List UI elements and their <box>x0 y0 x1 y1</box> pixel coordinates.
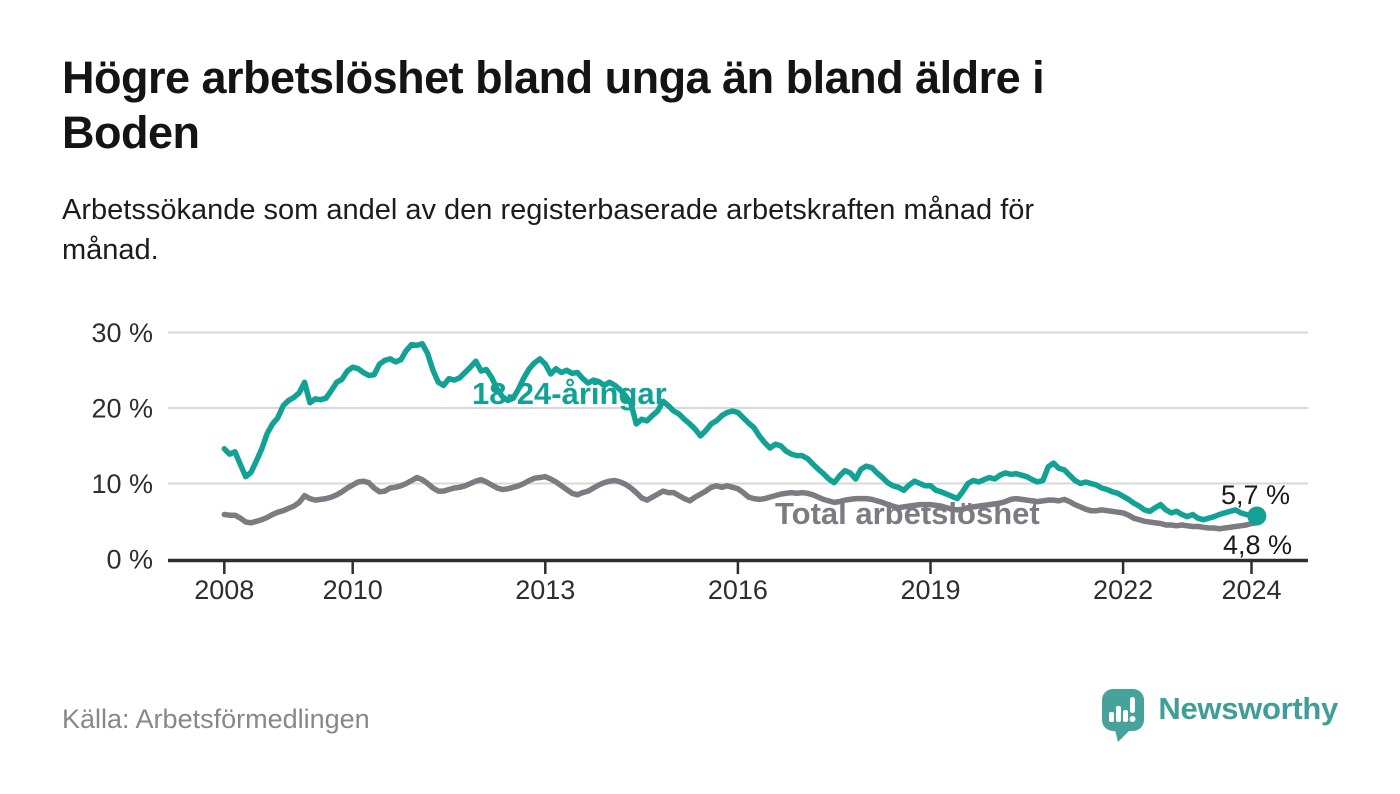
page-subtitle: Arbetssökande som andel av den registerb… <box>62 194 1035 266</box>
x-tick-label-2016: 2016 <box>708 575 768 605</box>
label-layer: 18-24-åringar Total arbetslöshet 5,7 % 4… <box>472 376 1292 560</box>
logo-exclamation-dot <box>1129 716 1136 722</box>
logo-bar-tall <box>1116 706 1122 722</box>
series-layer <box>221 341 1267 532</box>
x-tick-label-2013: 2013 <box>515 575 575 605</box>
source-note: Källa: Arbetsförmedlingen <box>62 704 370 734</box>
y-tick-label: 30 % <box>91 318 153 348</box>
series-label-total: Total arbetslöshet <box>775 496 1040 531</box>
x-tick-label-2008: 2008 <box>194 575 254 605</box>
series-line-youth <box>221 341 1260 523</box>
page-title: Högre arbetslöshet bland unga än bland ä… <box>62 52 1045 158</box>
end-value-total: 4,8 % <box>1223 530 1292 560</box>
x-tick-label-2022: 2022 <box>1093 575 1153 605</box>
newsworthy-wordmark: Newsworthy <box>1158 691 1338 726</box>
y-tick-label: 20 % <box>91 394 153 424</box>
y-tick-label: 10 % <box>91 469 153 499</box>
logo-bar-medium <box>1123 710 1129 722</box>
x-tick-label-2010: 2010 <box>323 575 383 605</box>
end-value-youth: 5,7 % <box>1221 480 1290 510</box>
series-label-youth: 18-24-åringar <box>472 376 667 411</box>
y-tick-label: 0 % <box>106 545 153 575</box>
newsworthy-logo-icon <box>1102 689 1145 742</box>
newsworthy-logo: Newsworthy <box>1101 688 1338 744</box>
logo-bar-small <box>1109 712 1115 722</box>
series-end-dot <box>1247 506 1267 526</box>
logo-exclamation-bar <box>1130 697 1136 713</box>
x-tick-label-2019: 2019 <box>900 575 960 605</box>
x-tick-label-2024: 2024 <box>1221 575 1281 605</box>
series-line-total <box>221 473 1260 532</box>
grid-layer: 0 % 10 % 20 % 30 % 2008 2010 2013 2016 2019 2022 2… <box>91 318 1308 605</box>
